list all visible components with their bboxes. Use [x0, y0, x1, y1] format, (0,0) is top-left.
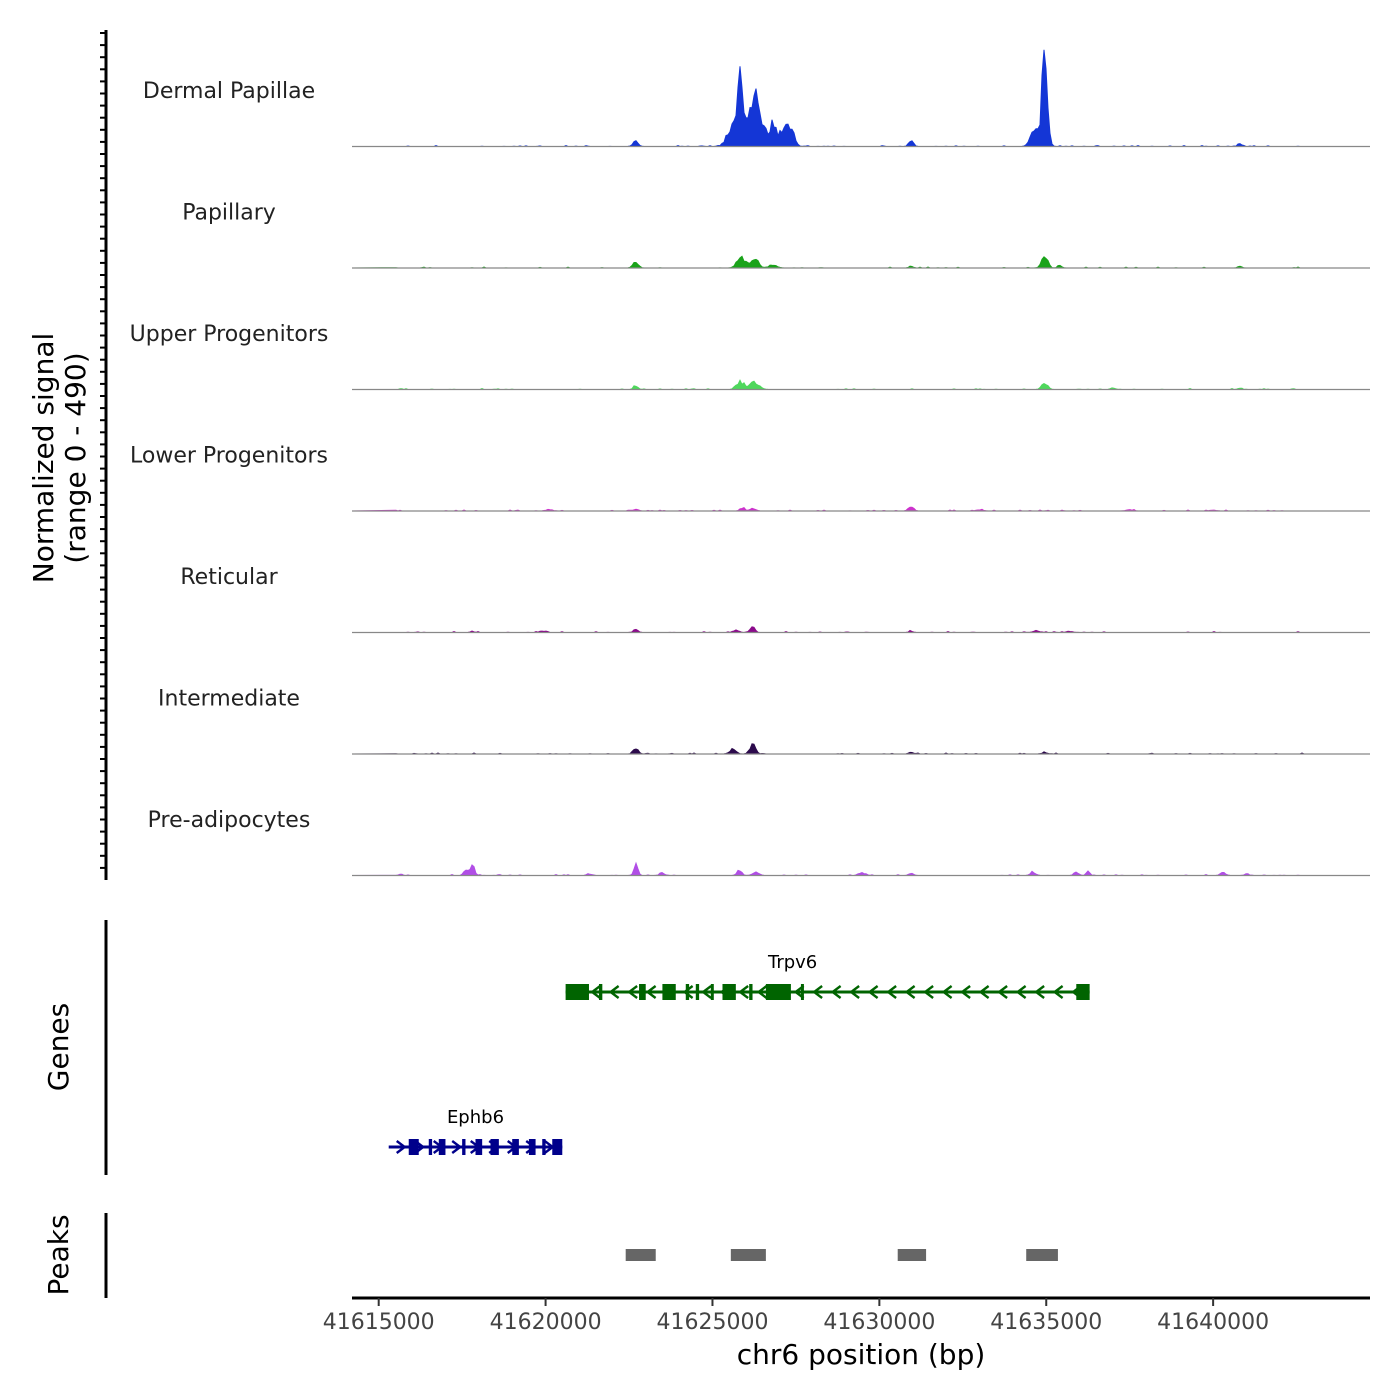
gene-exon: [1076, 984, 1090, 1000]
gene-exon: [475, 1139, 483, 1155]
strand-arrow: [1034, 985, 1045, 999]
track-label: Intermediate: [158, 687, 300, 712]
gene-exon: [528, 1139, 536, 1155]
peak-region: [730, 1249, 766, 1261]
gene-exon: [552, 1139, 563, 1155]
gene-exon: [800, 984, 804, 1000]
y-axis-label-line2: (range 0 - 490): [59, 352, 92, 563]
track-label: Upper Progenitors: [130, 322, 329, 347]
x-axis-tick-label: 41640000: [1157, 1310, 1269, 1335]
strand-arrow: [395, 1140, 407, 1154]
track-label: Reticular: [180, 565, 278, 590]
signal-tracks: Dermal Papillae Papillary Upper Progenitor…: [130, 49, 1370, 877]
track-intermediate: Intermediate: [158, 687, 1370, 755]
gene-exon: [428, 1139, 433, 1155]
strand-arrow: [941, 985, 953, 999]
gene-exon: [490, 1139, 499, 1155]
x-axis-tick-label: 41620000: [490, 1310, 602, 1335]
strand-arrow: [978, 985, 990, 999]
track-upper-progenitors: Upper Progenitors: [130, 322, 1370, 391]
strand-arrow: [451, 1140, 463, 1154]
gene-exon: [598, 984, 603, 1000]
peak-regions: [625, 1249, 1058, 1261]
strand-arrow: [682, 985, 694, 999]
track-label: Pre-adipocytes: [148, 808, 311, 833]
signal-area: [352, 626, 1305, 634]
signal-area: [351, 861, 1305, 877]
strand-arrow: [645, 985, 657, 999]
gene-exon: [462, 1139, 466, 1155]
x-axis-tick-label: 41615000: [323, 1310, 435, 1335]
gene-exon: [662, 984, 676, 1000]
x-axis-label: chr6 position (bp): [737, 1338, 986, 1371]
gene-ephb6: Ephb6: [388, 1107, 563, 1155]
gene-exon: [639, 984, 646, 1000]
gene-exon: [408, 1139, 419, 1155]
peak-region: [1026, 1249, 1058, 1261]
genes-panel-label: Genes: [42, 1003, 75, 1091]
strand-arrow: [997, 985, 1008, 999]
strand-arrow: [960, 985, 971, 999]
track-label: Lower Progenitors: [130, 444, 328, 469]
y-axis-label-line1: Normalized signal: [27, 333, 60, 584]
gene-exon: [695, 984, 700, 1000]
gene-exon: [512, 1139, 519, 1155]
strand-arrow: [701, 985, 712, 999]
strand-arrow: [608, 985, 620, 999]
gene-name-label: Ephb6: [447, 1107, 504, 1128]
strand-arrow: [1052, 985, 1064, 999]
strand-arrow: [830, 985, 842, 999]
peak-region: [897, 1249, 927, 1261]
signal-area: [352, 379, 1305, 391]
gene-exon: [765, 984, 791, 1000]
gene-trpv6: Trpv6: [565, 952, 1090, 1000]
strand-arrow: [590, 985, 601, 999]
gene-exon: [722, 984, 736, 1000]
strand-arrow: [886, 985, 897, 999]
gene-exon: [685, 984, 690, 1000]
peak-region: [625, 1249, 656, 1261]
x-axis-tick-label: 41625000: [656, 1310, 768, 1335]
strand-arrow: [1015, 985, 1027, 999]
strand-arrow: [904, 985, 916, 999]
x-axis: 41615000 41620000 41625000 41630000 41635000…: [323, 1298, 1269, 1335]
strand-arrow: [867, 985, 879, 999]
gene-exon: [749, 984, 753, 1000]
x-axis-tick-label: 41635000: [990, 1310, 1102, 1335]
signal-area: [351, 743, 1305, 755]
strand-arrow: [756, 985, 768, 999]
x-axis-tick-label: 41630000: [823, 1310, 935, 1335]
gene-annotations: Trpv6 Ephb6: [388, 952, 1090, 1155]
strand-arrow: [849, 985, 860, 999]
peaks-panel-label: Peaks: [42, 1214, 75, 1295]
track-label: Papillary: [182, 201, 276, 226]
track-dermal-papillae: Dermal Papillae: [143, 49, 1370, 148]
strand-arrow: [627, 985, 638, 999]
strand-arrow: [923, 985, 934, 999]
track-pre-adipocytes: Pre-adipocytes: [148, 808, 1370, 877]
strand-arrow: [738, 985, 749, 999]
track-lower-progenitors: Lower Progenitors: [130, 444, 1370, 512]
signal-area: [351, 255, 1305, 269]
gene-name-label: Trpv6: [767, 952, 817, 973]
gene-exon: [438, 1139, 446, 1155]
gene-exon: [542, 1139, 546, 1155]
signal-area: [352, 49, 1305, 148]
track-label: Dermal Papillae: [143, 79, 315, 104]
track-reticular: Reticular: [180, 565, 1370, 634]
gene-exon: [565, 984, 589, 1000]
strand-arrow: [812, 985, 823, 999]
gene-exon: [710, 984, 714, 1000]
track-papillary: Papillary: [182, 201, 1370, 269]
